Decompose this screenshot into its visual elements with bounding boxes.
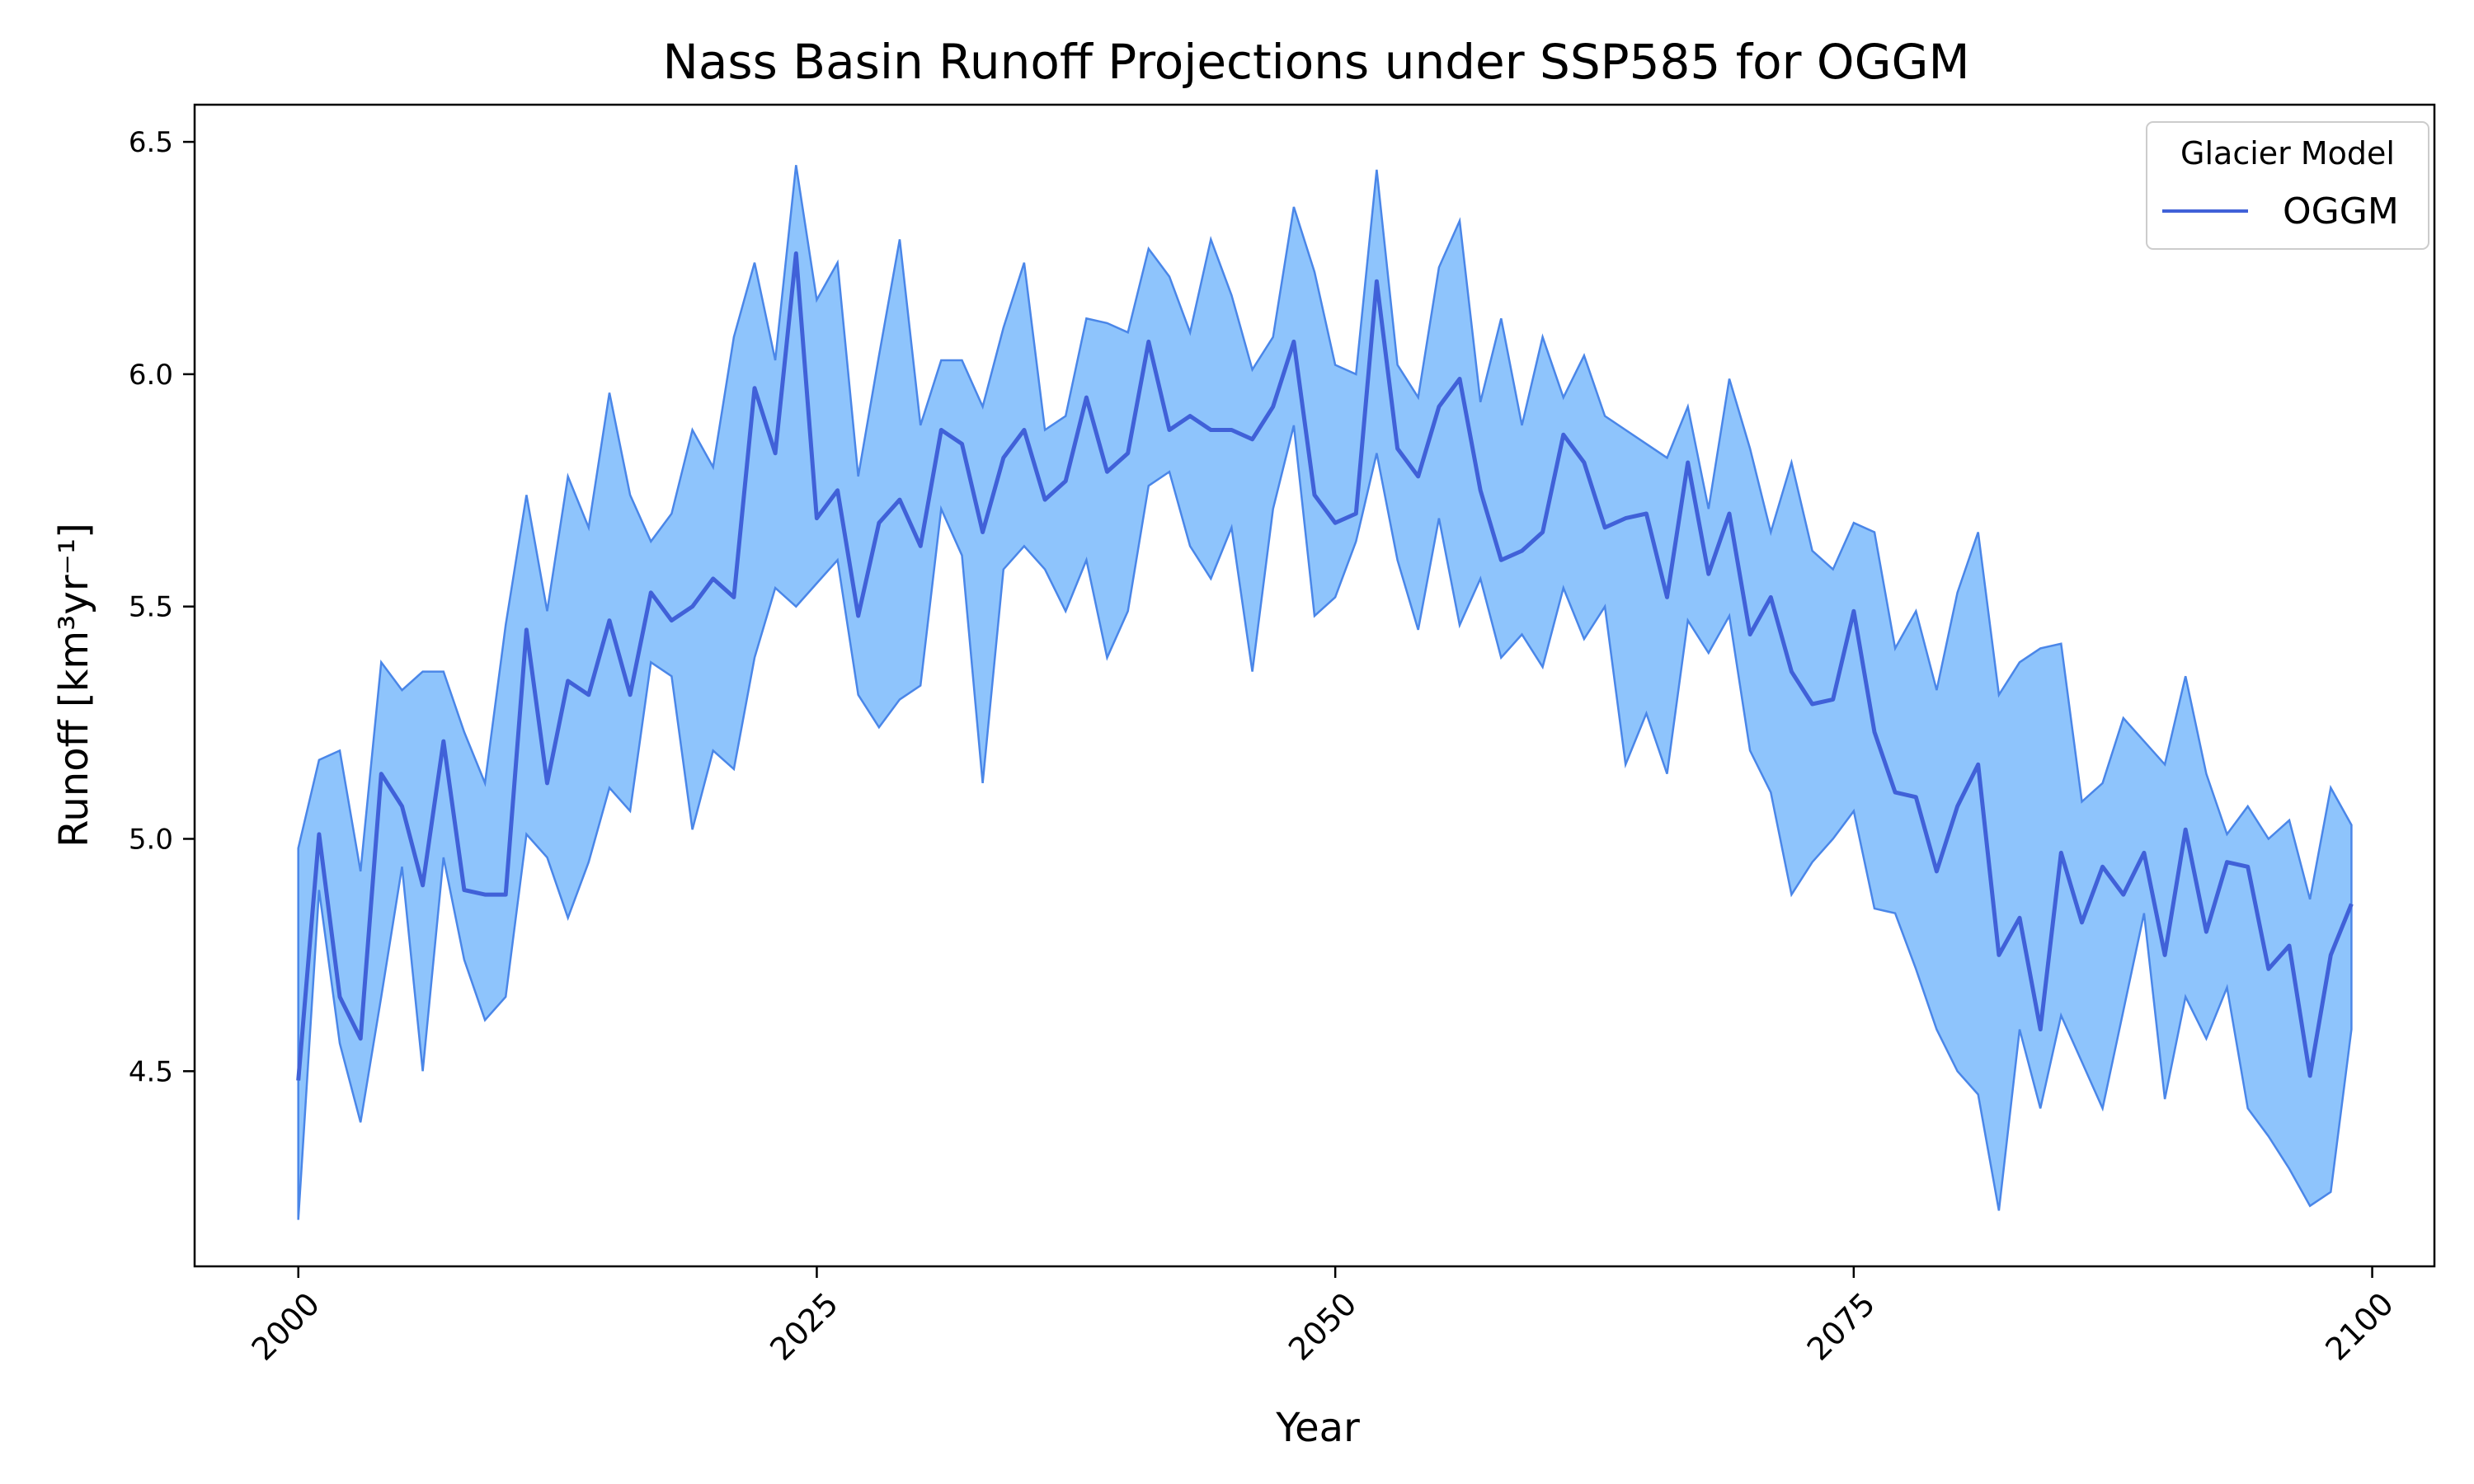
plot-area: [296, 165, 2354, 1220]
chart-title: Nass Basin Runoff Projections under SSP5…: [662, 34, 1969, 90]
y-tick-label: 6.0: [129, 359, 173, 392]
series-line-oggm: [296, 251, 2354, 1081]
legend-box: [2146, 121, 2429, 250]
y-axis-label: Runoff [km³yr⁻¹]: [51, 523, 97, 848]
x-axis-label: Year: [1275, 1405, 1360, 1451]
y-tick-label: 5.0: [129, 823, 173, 856]
legend: Glacier Model OGGM: [2146, 121, 2429, 250]
y-tick-label: 5.5: [129, 591, 173, 624]
axes-frame: [193, 103, 2436, 1268]
y-tick-label: 4.5: [129, 1055, 173, 1088]
legend-title: Glacier Model: [2180, 135, 2395, 171]
y-tick-label: 6.5: [129, 126, 173, 159]
legend-label-oggm: OGGM: [2283, 190, 2399, 232]
